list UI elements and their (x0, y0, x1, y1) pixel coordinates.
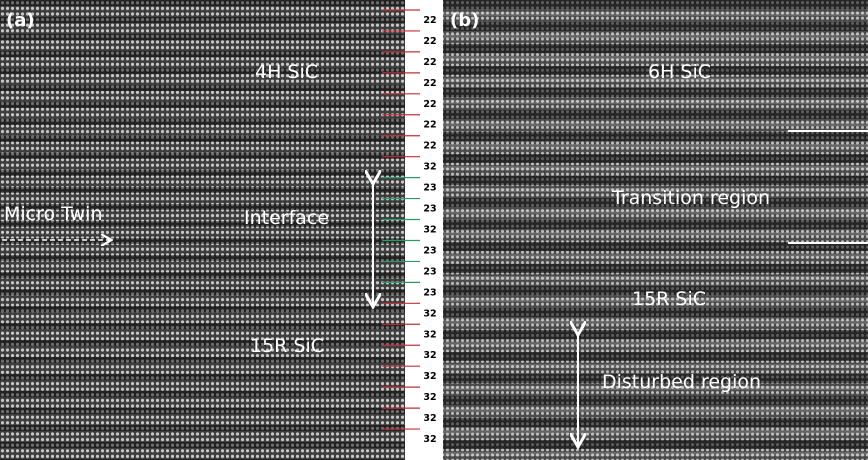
sequence-label: 22 (423, 78, 436, 89)
sequence-label: 23 (423, 287, 436, 298)
page: (a) 4H SiC Micro Twin Interface 15R SiC … (0, 0, 868, 460)
phase-label: 15R SiC (250, 335, 324, 357)
sequence-label: 32 (423, 413, 436, 424)
sequence-label: 22 (423, 120, 436, 131)
sequence-label: 23 (423, 266, 436, 277)
sequence-label: 22 (423, 99, 436, 110)
phase-label: 4H SiC (255, 61, 318, 83)
sequence-label: 22 (423, 141, 436, 152)
sequence-label: 32 (423, 308, 436, 319)
phase-label: 15R SiC (632, 288, 706, 310)
sequence-label: 32 (423, 162, 436, 173)
sequence-label: 32 (423, 350, 436, 361)
region-label: Disturbed region (602, 371, 761, 393)
sequence-label: 32 (423, 392, 436, 403)
interface-label: Interface (244, 207, 329, 229)
sequence-label: 32 (423, 225, 436, 236)
panel-label: (b) (450, 10, 479, 31)
sequence-label: 22 (423, 36, 436, 47)
phase-label: 6H SiC (648, 61, 711, 83)
panel-b: (b) 6H SiC Transition region 15R SiC Dis… (443, 0, 868, 460)
sequence-label: 22 (423, 15, 436, 26)
sequence-label: 32 (423, 329, 436, 340)
panel-a: (a) 4H SiC Micro Twin Interface 15R SiC … (0, 0, 443, 460)
figure: (a) 4H SiC Micro Twin Interface 15R SiC … (0, 0, 868, 460)
sequence-label: 23 (423, 204, 436, 215)
region-label: Transition region (611, 187, 770, 209)
sequence-label: 23 (423, 183, 436, 194)
twin-label: Micro Twin (4, 203, 103, 225)
micrograph-bands (0, 0, 405, 460)
sequence-label: 23 (423, 245, 436, 256)
panel-label: (a) (6, 10, 35, 31)
sequence-label: 22 (423, 57, 436, 68)
sequence-label: 32 (423, 371, 436, 382)
sequence-label: 32 (423, 434, 436, 445)
